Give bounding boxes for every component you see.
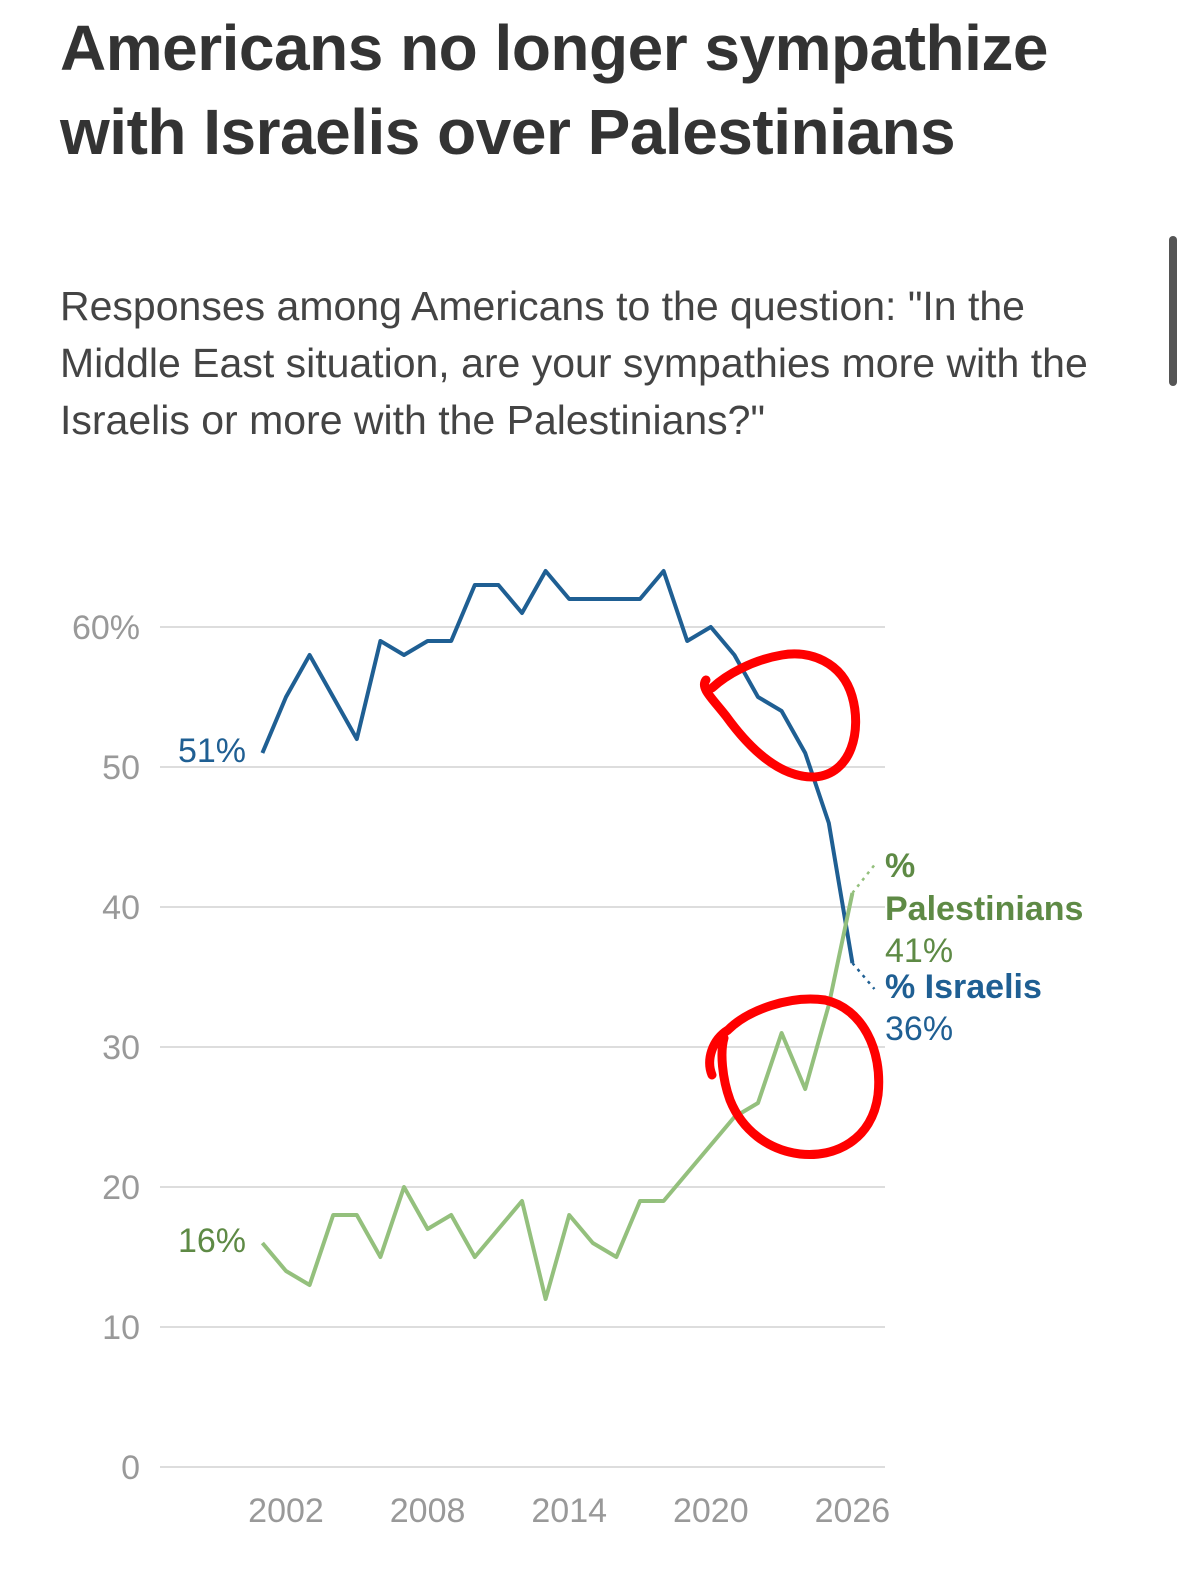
hand-drawn-circle-bottom <box>705 994 884 1160</box>
palestinians-series-label-line2: Palestinians <box>885 890 1083 928</box>
grid-lines <box>160 626 885 1468</box>
israelis-end-value: 36% <box>885 1010 953 1048</box>
annotations <box>700 649 884 1160</box>
y-tick-label: 10 <box>102 1309 140 1347</box>
israelis-series-line <box>260 569 855 964</box>
x-tick-label: 2008 <box>390 1492 466 1530</box>
palestinians-end-value: 41% <box>885 932 953 970</box>
x-tick-label: 2002 <box>248 1492 324 1530</box>
y-tick-label: 60% <box>72 609 140 647</box>
x-tick-label: 2026 <box>815 1492 891 1530</box>
y-tick-label: 40 <box>102 889 140 927</box>
israelis-leader-line <box>851 962 876 990</box>
y-tick-label: 20 <box>102 1169 140 1207</box>
y-tick-label: 0 <box>121 1449 140 1487</box>
series-labels: 51% 16% % Palestinians 41% % Israelis 36… <box>178 732 1083 1260</box>
israelis-series-label: % Israelis <box>885 968 1042 1006</box>
chart-title: Americans no longer sympathize with Isra… <box>60 12 1048 168</box>
palestinians-series-line <box>260 892 855 1301</box>
palestinians-start-label: 16% <box>178 1222 246 1260</box>
palestinians-leader-line <box>851 864 876 894</box>
hand-drawn-circle-top <box>700 649 861 782</box>
palestinians-series-label-line1: % <box>885 847 915 885</box>
israelis-start-label: 51% <box>178 732 246 770</box>
scrollbar[interactable] <box>1169 236 1177 386</box>
y-tick-label: 50 <box>102 749 140 787</box>
chart-subtitle: Responses among Americans to the questio… <box>60 283 1088 443</box>
x-axis-ticks: 2002 2008 2014 2020 2026 <box>248 1492 890 1530</box>
series-group <box>260 569 876 1301</box>
x-tick-label: 2014 <box>531 1492 607 1530</box>
y-tick-label: 30 <box>102 1029 140 1067</box>
x-tick-label: 2020 <box>673 1492 749 1530</box>
y-axis-ticks: 0 10 20 30 40 50 60% <box>72 609 140 1487</box>
